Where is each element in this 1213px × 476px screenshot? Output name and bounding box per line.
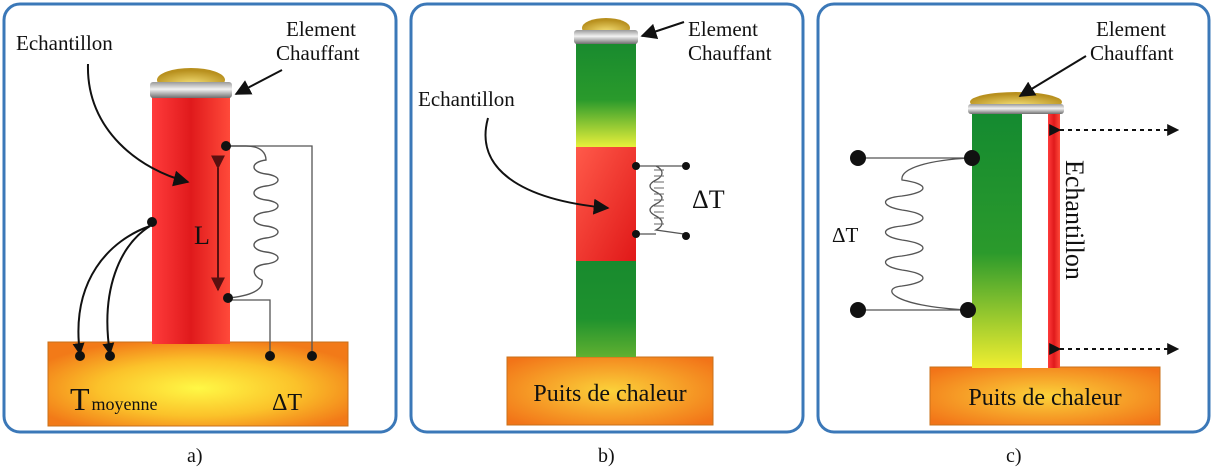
panel-c-heater-cap [968,92,1064,114]
panel-c-terminal-top [850,150,866,166]
panel-a-sample-label: Echantillon [16,31,113,55]
panel-c-heater-label-line2: Chauffant [1090,41,1174,65]
panel-b-heat-sink [506,356,714,426]
panel-c-contact-bottom [960,302,976,318]
panel-a-delta-t-label: ΔT [272,390,302,416]
panel-a-heat-sink [47,341,349,427]
panel-a-wire-inner [228,299,271,356]
panel-c-sample-strip [1048,112,1060,368]
panel-a-sample-arrow [86,63,190,187]
panel-a-terminal-4 [307,351,317,361]
panel-c-sample-label: Echantillon [1060,160,1089,280]
panel-c-terminal-bottom [850,302,866,318]
panel-c-delta-t-label: ΔT [832,223,859,247]
panel-c-contact-top [964,150,980,166]
panel-b-caption: b) [598,445,615,467]
panel-c-heater-label-line1: Element [1096,17,1166,41]
panel-b-terminal-top [682,162,690,170]
panel-b-sample-label: Echantillon [418,87,515,111]
panel-b-terminal-bottom [682,232,690,240]
panel-a-length-label: L [194,221,210,250]
panel-b-delta-t-label: ΔT [692,185,725,214]
panel-b-spring-coils [654,169,664,225]
panel-c-heater-arrow [1018,55,1087,97]
panel-a-contact-top [221,141,231,151]
panel-c-caption: c) [1006,445,1022,467]
panel-a-heater-arrow [234,69,283,95]
panel-b-heater-label-line2: Chauffant [688,41,772,65]
panel-a-tmean-subscript: moyenne [92,394,158,414]
panel-c-heat-sink [929,366,1161,426]
panel-b-contact-bottom [632,230,640,238]
panel-a-tmean-lead-2 [102,225,151,356]
panel-c-thermocouple-spring [858,157,971,311]
panel-a-tmean-T: T [70,381,90,417]
panel-b-heat-sink-label: Puits de chaleur [533,381,686,407]
panel-a-contact-bottom [223,293,233,303]
panel-a-caption: a) [187,445,203,467]
panel-b-sample-block [576,147,636,261]
panel-b-contact-top [632,162,640,170]
panel-b: Puits de chaleur ΔT Echantillon Element … [409,2,805,434]
panel-c-reference-bar [972,112,1022,368]
panel-a-heater-label-line1: Element [286,17,356,41]
panel-b-heater-cap [574,18,638,44]
panel-a-terminal-3 [265,351,275,361]
panel-a-thermocouple-spring [226,145,279,299]
panel-b-sample-arrow [484,117,610,215]
panel-a-wire-outer [226,145,313,356]
panel-a-heater-label-line2: Chauffant [276,41,360,65]
panel-b-reference-top [576,42,636,147]
panel-c: Puits de chaleur Echantillon ΔT Element … [816,2,1211,434]
panel-b-reference-bottom [576,261,636,357]
panel-a-heater-cap [150,68,232,98]
panel-c-gap [1022,112,1048,368]
panel-b-heater-label-line1: Element [688,17,758,41]
panel-b-heater-arrow [640,21,685,40]
panel-a-tmean-lead-1 [72,225,151,356]
panel-c-heat-sink-label: Puits de chaleur [968,385,1121,411]
panel-a-contact-mid [147,217,157,227]
